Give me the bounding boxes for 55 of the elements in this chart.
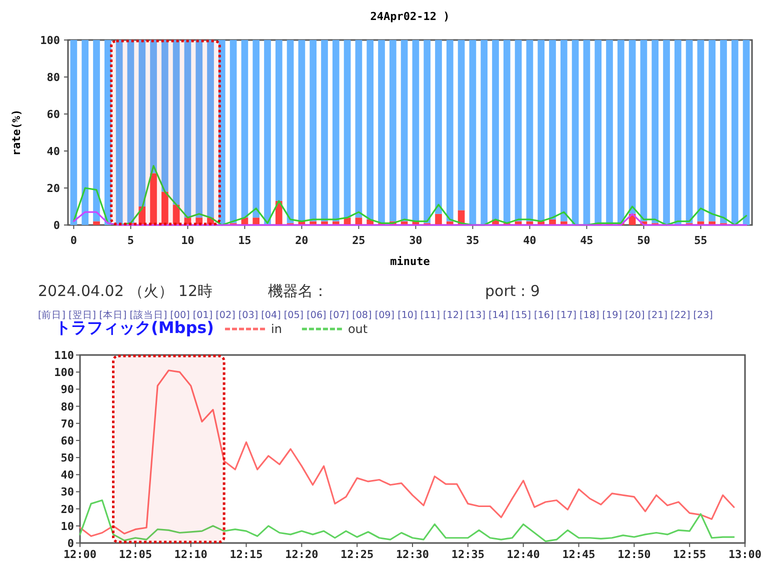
- y-tick-label: 20: [46, 182, 60, 195]
- text: [前日] [翌日] [本日] [該当日] [00] [01] [02] [03] [04] [05] [06] [07] [08] [09] [10] [11] [12] [13] [14] [15] [16] [17] [18] [19] [20] [21] [22] [23]: [38, 309, 713, 321]
- x-tick-label: 12:40: [506, 548, 540, 561]
- line-series: [79, 499, 735, 542]
- y-tick-label: 0: [67, 537, 74, 550]
- y-tick-label: 50: [60, 452, 74, 465]
- y-tick-label: 0: [53, 219, 60, 232]
- y-tick-label: 80: [46, 71, 60, 84]
- text: 機器名：: [268, 282, 328, 300]
- x-tick-label: 15: [238, 234, 252, 247]
- x-tick-label: 10: [181, 234, 194, 247]
- y-tick-label: 60: [60, 434, 74, 448]
- x-tick-label: 13:00: [728, 548, 762, 561]
- x-tick-label: 12:35: [451, 548, 484, 561]
- x-tick-label: 45: [580, 234, 594, 247]
- x-tick-label: 12:30: [396, 548, 430, 561]
- x-tick-label: 12:20: [285, 548, 318, 561]
- legend-label: out: [348, 322, 368, 336]
- x-axis-title: minute: [390, 255, 430, 268]
- x-tick-label: 12:15: [230, 548, 263, 561]
- text: 2024.04.02 （火） 12時: [38, 282, 213, 300]
- y-tick-label: 100: [54, 366, 74, 380]
- x-tick-label: 12:10: [174, 548, 208, 561]
- chart-title: 24Apr02-12 ): [370, 10, 450, 23]
- x-tick-label: 20: [295, 234, 308, 247]
- y-axis-title: rate(%): [10, 109, 23, 156]
- line-series: [72, 165, 748, 226]
- x-tick-label: 55: [694, 234, 708, 247]
- x-tick-label: 12:50: [618, 548, 651, 561]
- x-tick-label: 30: [409, 234, 422, 247]
- x-tick-label: 35: [466, 234, 480, 247]
- line-series: [79, 370, 735, 537]
- y-tick-label: 40: [46, 145, 60, 158]
- x-tick-label: 12:25: [340, 548, 374, 561]
- y-tick-label: 60: [46, 108, 60, 121]
- x-tick-label: 12:05: [118, 548, 152, 561]
- y-tick-label: 70: [60, 417, 74, 430]
- chart-title: トラフィック(Mbps): [55, 318, 214, 337]
- x-tick-label: 12:45: [562, 548, 596, 561]
- x-tick-label: 50: [637, 234, 650, 247]
- y-tick-label: 10: [60, 520, 74, 533]
- x-tick-label: 12:00: [63, 548, 97, 561]
- x-tick-label: 25: [352, 234, 366, 247]
- y-tick-label: 80: [60, 400, 74, 414]
- y-tick-label: 100: [40, 34, 60, 47]
- y-tick-label: 90: [60, 383, 74, 396]
- text: port : 9: [485, 282, 540, 300]
- y-tick-label: 20: [60, 502, 74, 516]
- x-tick-label: 5: [127, 234, 134, 247]
- y-tick-label: 110: [54, 349, 74, 362]
- y-tick-label: 40: [60, 468, 74, 482]
- x-tick-label: 40: [523, 234, 536, 247]
- x-tick-label: 12:55: [673, 548, 706, 561]
- y-tick-label: 30: [60, 486, 74, 499]
- legend-label: in: [271, 322, 282, 336]
